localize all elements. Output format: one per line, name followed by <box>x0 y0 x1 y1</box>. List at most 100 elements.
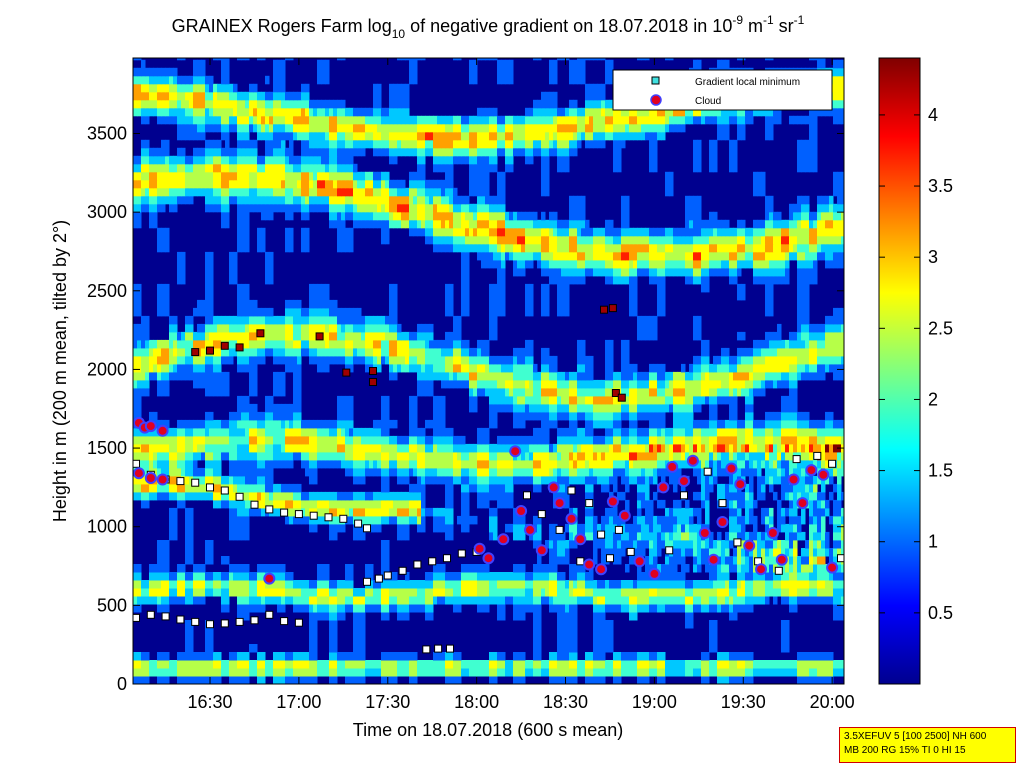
heatmap-cell <box>193 459 198 469</box>
heatmap-cell <box>613 515 618 525</box>
heatmap-cell <box>837 491 842 501</box>
heatmap-cell <box>273 572 278 581</box>
heatmap-cell <box>797 652 802 661</box>
heatmap-cell <box>229 531 234 541</box>
heatmap-cell <box>769 475 774 485</box>
heatmap-cell <box>217 363 222 373</box>
heatmap-cell <box>753 523 758 533</box>
heatmap-cell <box>721 596 726 605</box>
heatmap-cell <box>237 507 242 517</box>
heatmap-cell <box>493 580 498 589</box>
heatmap-cell <box>685 371 690 381</box>
heatmap-cell <box>161 491 166 501</box>
heatmap-cell <box>597 459 602 469</box>
heatmap-cell <box>549 403 554 413</box>
heatmap-cell <box>673 499 678 509</box>
heatmap-cell <box>737 435 742 445</box>
heatmap-cell <box>525 596 530 605</box>
heatmap-cell <box>185 491 190 501</box>
heatmap-cell <box>621 548 626 557</box>
heatmap-cell <box>665 596 670 605</box>
heatmap-cell <box>589 676 594 684</box>
heatmap-cell <box>253 403 258 413</box>
heatmap-cell <box>217 443 222 453</box>
heatmap-cell <box>173 572 178 581</box>
heatmap-cell <box>477 387 482 397</box>
heatmap-cell <box>597 451 602 461</box>
heatmap-cell <box>757 347 762 357</box>
heatmap-cell <box>673 467 678 477</box>
heatmap-cell <box>357 435 362 445</box>
heatmap-cell <box>317 596 322 605</box>
heatmap-cell <box>453 443 458 453</box>
heatmap-cell <box>785 419 790 429</box>
heatmap-cell <box>233 443 238 453</box>
heatmap-cell <box>781 572 786 581</box>
heatmap-cell <box>733 491 738 501</box>
heatmap-cell <box>445 339 450 349</box>
heatmap-cell <box>661 515 666 525</box>
heatmap-cell <box>729 676 734 684</box>
heatmap-cell <box>221 596 226 605</box>
heatmap-cell <box>629 379 634 389</box>
heatmap-cell <box>277 419 282 429</box>
heatmap-cell <box>233 347 238 357</box>
heatmap-cell <box>341 395 346 405</box>
heatmap-cell <box>197 668 202 677</box>
heatmap-cell <box>525 459 530 469</box>
heatmap-cell <box>485 363 490 373</box>
heatmap-cell <box>237 459 242 469</box>
heatmap-cell <box>837 580 842 589</box>
heatmap-cell <box>581 395 586 405</box>
heatmap-cell <box>585 355 590 365</box>
heatmap-cell <box>217 499 222 509</box>
heatmap-cell <box>193 371 198 381</box>
heatmap-cell <box>485 347 490 357</box>
heatmap-cell <box>233 467 238 477</box>
heatmap-cell <box>513 604 518 613</box>
heatmap-cell <box>489 668 494 677</box>
heatmap-cell <box>757 467 762 477</box>
heatmap-cell <box>749 363 754 373</box>
heatmap-cell <box>145 379 150 389</box>
heatmap-cell <box>541 588 546 597</box>
heatmap-cell <box>801 507 806 517</box>
heatmap-cell <box>757 668 762 677</box>
heatmap-cell <box>681 531 686 541</box>
heatmap-cell <box>209 636 214 645</box>
heatmap-cell <box>785 443 790 453</box>
heatmap-cell <box>753 596 758 605</box>
heatmap-cell <box>169 451 174 461</box>
heatmap-cell <box>745 531 750 541</box>
heatmap-cell <box>157 652 162 661</box>
heatmap-cell <box>501 580 506 589</box>
heatmap-cell <box>353 459 358 469</box>
heatmap-cell <box>733 499 738 509</box>
heatmap-cell <box>753 347 758 357</box>
heatmap-cell <box>761 355 766 365</box>
heatmap-cell <box>821 355 826 365</box>
heatmap-cell <box>793 403 798 413</box>
heatmap-cell <box>593 596 598 605</box>
heatmap-cell <box>165 548 170 557</box>
heatmap-cell <box>661 588 666 597</box>
heatmap-cell <box>629 371 634 381</box>
heatmap-cell <box>497 660 502 669</box>
heatmap-cell <box>617 411 622 421</box>
heatmap-cell <box>513 531 518 541</box>
heatmap-cell <box>333 604 338 613</box>
heatmap-cell <box>729 515 734 525</box>
heatmap-cell <box>729 660 734 669</box>
heatmap-cell <box>237 515 242 525</box>
heatmap-cell <box>513 580 518 589</box>
heatmap-cell <box>433 451 438 461</box>
heatmap-cell <box>737 580 742 589</box>
heatmap-cell <box>713 459 718 469</box>
heatmap-cell <box>261 435 266 445</box>
heatmap-cell <box>525 604 530 613</box>
heatmap-cell <box>181 491 186 501</box>
heatmap-cell <box>489 395 494 405</box>
heatmap-cell <box>625 459 630 469</box>
heatmap-cell <box>393 676 398 684</box>
heatmap-cell <box>789 507 794 517</box>
